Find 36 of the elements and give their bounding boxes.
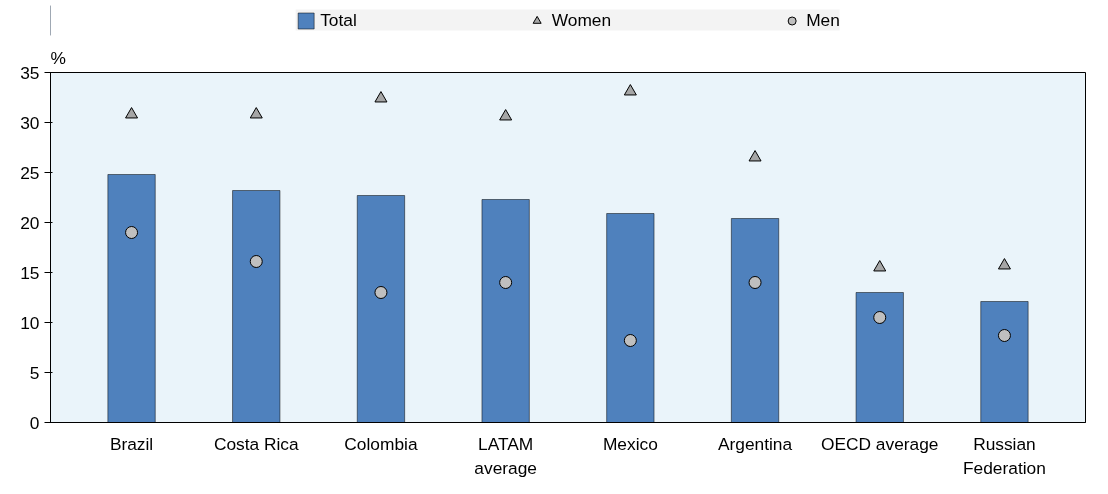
x-tick-label: Russian Federation	[963, 433, 1046, 478]
point	[997, 329, 1011, 342]
x-tick-label: OECD average	[821, 433, 939, 454]
legend-label: Total	[320, 9, 357, 31]
y-tick-label: 0	[29, 412, 40, 433]
point	[748, 276, 762, 289]
x-tick-label: Mexico	[602, 433, 658, 454]
point	[623, 334, 637, 347]
point	[249, 255, 263, 268]
x-tick-label: Costa Rica	[213, 433, 299, 454]
point	[748, 150, 762, 162]
point	[873, 260, 887, 272]
y-tick-label: 35	[20, 62, 40, 83]
point	[125, 226, 139, 239]
point	[374, 91, 388, 103]
y-tick-label: 5	[29, 362, 40, 383]
x-tick-label: LATAM average	[474, 433, 537, 478]
point	[499, 109, 513, 121]
y-tick-label: 25	[20, 162, 40, 183]
x-tick-label: Argentina	[717, 433, 793, 454]
y-axis-title: %	[50, 47, 66, 68]
point	[873, 311, 887, 324]
point	[997, 258, 1011, 270]
point	[125, 107, 139, 119]
point	[374, 286, 388, 299]
y-tick-label: 10	[20, 312, 40, 333]
y-tick-label: 30	[20, 112, 40, 133]
y-tick-label: 15	[20, 262, 40, 283]
point	[499, 276, 513, 289]
legend-label: Women	[551, 9, 612, 31]
y-tick-label: 20	[20, 212, 40, 233]
x-tick-label: Brazil	[109, 433, 154, 454]
x-tick-label: Colombia	[344, 433, 418, 454]
legend-label: Men	[806, 9, 840, 31]
point	[249, 107, 263, 119]
point	[623, 84, 637, 96]
